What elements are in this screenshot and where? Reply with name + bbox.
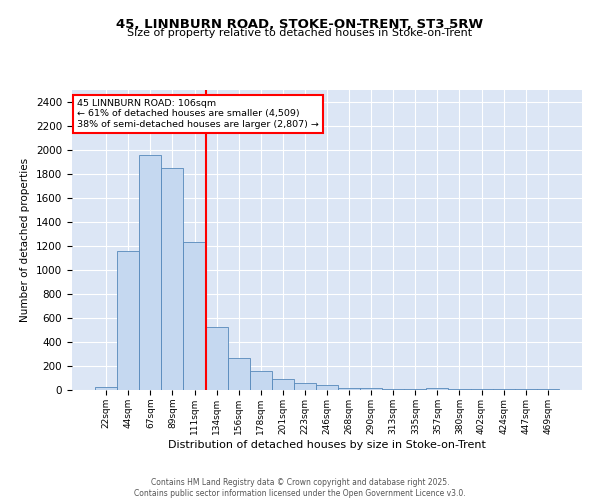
Text: Size of property relative to detached houses in Stoke-on-Trent: Size of property relative to detached ho…: [127, 28, 473, 38]
Bar: [250, 372, 272, 390]
Bar: [360, 388, 382, 390]
Text: 45, LINNBURN ROAD, STOKE-ON-TRENT, ST3 5RW: 45, LINNBURN ROAD, STOKE-ON-TRENT, ST3 5…: [116, 18, 484, 30]
Bar: [294, 384, 316, 390]
Text: 45 LINNBURN ROAD: 106sqm
← 61% of detached houses are smaller (4,509)
38% of sem: 45 LINNBURN ROAD: 106sqm ← 61% of detach…: [77, 99, 319, 129]
Y-axis label: Number of detached properties: Number of detached properties: [20, 158, 31, 322]
Bar: [272, 379, 294, 390]
Bar: [227, 358, 250, 390]
Bar: [95, 387, 117, 390]
Bar: [206, 327, 227, 390]
Bar: [316, 384, 338, 390]
Bar: [338, 388, 360, 390]
Bar: [184, 242, 206, 390]
Bar: [161, 168, 184, 390]
Text: Contains HM Land Registry data © Crown copyright and database right 2025.
Contai: Contains HM Land Registry data © Crown c…: [134, 478, 466, 498]
Bar: [139, 155, 161, 390]
Bar: [427, 388, 448, 390]
Bar: [382, 389, 404, 390]
X-axis label: Distribution of detached houses by size in Stoke-on-Trent: Distribution of detached houses by size …: [168, 440, 486, 450]
Bar: [117, 251, 139, 390]
